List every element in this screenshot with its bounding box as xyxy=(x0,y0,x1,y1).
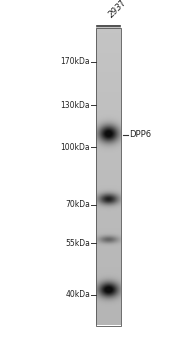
Text: 55kDa: 55kDa xyxy=(65,239,90,248)
Bar xyxy=(96,28,121,326)
Text: 170kDa: 170kDa xyxy=(61,57,90,66)
Text: 130kDa: 130kDa xyxy=(61,100,90,110)
Text: 293T: 293T xyxy=(107,0,129,19)
Text: 70kDa: 70kDa xyxy=(65,200,90,209)
Text: DPP6: DPP6 xyxy=(129,131,151,139)
Text: 100kDa: 100kDa xyxy=(61,143,90,152)
Text: 40kDa: 40kDa xyxy=(65,290,90,299)
